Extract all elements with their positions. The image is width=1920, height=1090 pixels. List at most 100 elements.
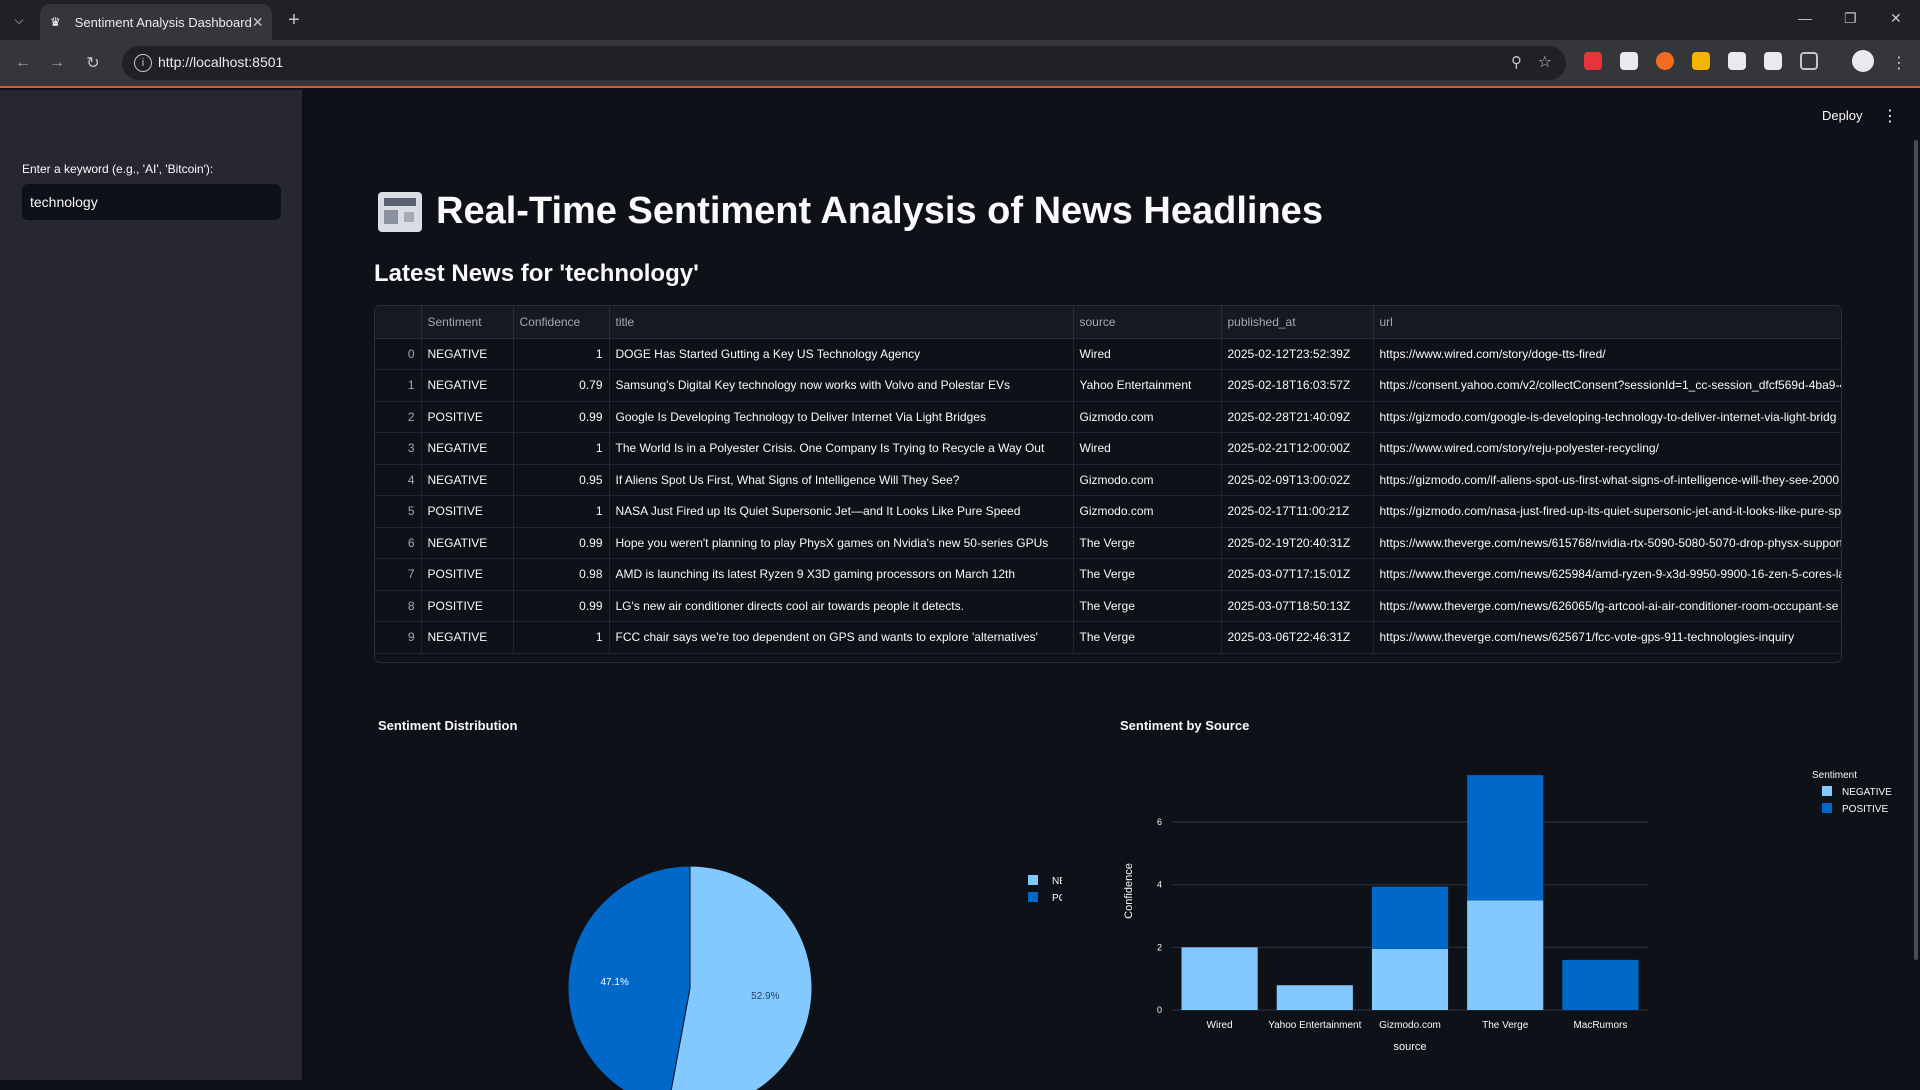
browser-menu-icon[interactable]: ⋮: [1891, 55, 1907, 72]
column-header[interactable]: Confidence: [513, 306, 610, 339]
legend-swatch[interactable]: [1822, 803, 1832, 813]
table-row[interactable]: 9 NEGATIVE 1 FCC chair says we're too depen…: [375, 621, 1841, 654]
table-cell[interactable]: 2025-03-07T18:50:13Z: [1221, 590, 1374, 622]
profile-avatar-icon[interactable]: [1852, 50, 1874, 72]
bar-segment-positive[interactable]: [1467, 775, 1544, 901]
legend-label[interactable]: POSITIVE: [1052, 893, 1062, 904]
table-cell[interactable]: Samsung's Digital Key technology now wor…: [609, 369, 1074, 402]
zoom-icon[interactable]: ⚲: [1511, 54, 1522, 71]
table-cell[interactable]: 0: [375, 338, 422, 370]
table-cell[interactable]: 2025-02-28T21:40:09Z: [1221, 401, 1374, 433]
table-row[interactable]: 0 NEGATIVE 1 DOGE Has Started Gutting a Key…: [375, 338, 1841, 370]
table-row[interactable]: 6 NEGATIVE 0.99 Hope you weren't planning t…: [375, 527, 1841, 559]
table-cell[interactable]: 0.99: [513, 527, 610, 559]
table-cell[interactable]: https://www.theverge.com/news/625671/fcc…: [1373, 621, 1841, 654]
reload-icon[interactable]: ↻: [86, 55, 100, 72]
table-cell[interactable]: 2025-02-21T12:00:00Z: [1221, 432, 1374, 465]
table-cell[interactable]: 7: [375, 558, 422, 591]
table-cell[interactable]: 8: [375, 590, 422, 622]
table-row[interactable]: 3 NEGATIVE 1 The World Is in a Polyester Cr…: [375, 432, 1841, 465]
table-cell[interactable]: The Verge: [1073, 527, 1222, 559]
forward-arrow-icon[interactable]: →: [49, 54, 65, 71]
table-cell[interactable]: 2025-03-06T22:46:31Z: [1221, 621, 1374, 654]
table-cell[interactable]: 2025-03-07T17:15:01Z: [1221, 558, 1374, 591]
table-cell[interactable]: 2025-02-18T16:03:57Z: [1221, 369, 1374, 402]
column-header[interactable]: Sentiment: [421, 306, 514, 339]
table-cell[interactable]: https://www.wired.com/story/reju-polyest…: [1373, 432, 1841, 465]
legend-label[interactable]: NEGATIVE: [1052, 876, 1062, 887]
pie-slice-negative[interactable]: [668, 865, 813, 1090]
column-header[interactable]: title: [609, 306, 1074, 339]
table-cell[interactable]: Hope you weren't planning to play PhysX …: [609, 527, 1074, 559]
bookmark-star-icon[interactable]: ☆: [1537, 54, 1552, 71]
table-cell[interactable]: Gizmodo.com: [1073, 464, 1222, 496]
extension-icon[interactable]: [1692, 52, 1710, 70]
table-cell[interactable]: https://www.theverge.com/news/615768/nvi…: [1373, 527, 1841, 559]
table-cell[interactable]: The World Is in a Polyester Crisis. One …: [609, 432, 1074, 465]
extension-icon[interactable]: [1620, 52, 1638, 70]
table-cell[interactable]: 1: [513, 338, 610, 370]
table-cell[interactable]: The Verge: [1073, 621, 1222, 654]
table-cell[interactable]: NEGATIVE: [421, 432, 514, 465]
table-cell[interactable]: 1: [513, 432, 610, 465]
address-bar[interactable]: i http://localhost:8501 ⚲ ☆: [122, 46, 1566, 80]
extensions-puzzle-icon[interactable]: [1800, 52, 1818, 70]
table-cell[interactable]: FCC chair says we're too dependent on GP…: [609, 621, 1074, 654]
table-cell[interactable]: 1: [375, 369, 422, 402]
table-cell[interactable]: DOGE Has Started Gutting a Key US Techno…: [609, 338, 1074, 370]
table-cell[interactable]: The Verge: [1073, 590, 1222, 622]
column-header[interactable]: published_at: [1221, 306, 1374, 339]
table-cell[interactable]: 2025-02-19T20:40:31Z: [1221, 527, 1374, 559]
site-info-icon[interactable]: i: [134, 54, 152, 72]
extension-icon[interactable]: [1764, 52, 1782, 70]
table-cell[interactable]: NEGATIVE: [421, 369, 514, 402]
close-tab-icon[interactable]: ✕: [251, 13, 264, 30]
bar-segment-positive[interactable]: [1371, 886, 1449, 949]
table-cell[interactable]: NEGATIVE: [421, 464, 514, 496]
table-row[interactable]: 4 NEGATIVE 0.95 If Aliens Spot Us First, Wh…: [375, 464, 1841, 496]
legend-swatch[interactable]: [1028, 875, 1038, 885]
table-cell[interactable]: NASA Just Fired up Its Quiet Supersonic …: [609, 495, 1074, 528]
table-cell[interactable]: 0.95: [513, 464, 610, 496]
table-cell[interactable]: https://consent.yahoo.com/v2/collectCons…: [1373, 369, 1841, 402]
column-header[interactable]: url: [1373, 306, 1841, 339]
main-menu-icon[interactable]: ⋮: [1882, 108, 1898, 125]
table-cell[interactable]: POSITIVE: [421, 590, 514, 622]
restore-icon[interactable]: ❐: [1844, 10, 1857, 26]
deploy-button[interactable]: Deploy: [1822, 108, 1863, 123]
table-cell[interactable]: Wired: [1073, 432, 1222, 465]
new-tab-button[interactable]: +: [288, 8, 300, 31]
extension-icon[interactable]: [1656, 52, 1674, 70]
pie-slice-positive[interactable]: [567, 865, 691, 1090]
table-cell[interactable]: POSITIVE: [421, 495, 514, 528]
table-cell[interactable]: 0.99: [513, 590, 610, 622]
tab-search-chevron-icon[interactable]: ⌵: [14, 12, 24, 27]
column-header[interactable]: [375, 306, 422, 339]
back-arrow-icon[interactable]: ←: [15, 54, 31, 71]
scrollbar[interactable]: [1914, 140, 1918, 960]
table-cell[interactable]: https://www.wired.com/story/doge-tts-fir…: [1373, 338, 1841, 370]
table-cell[interactable]: If Aliens Spot Us First, What Signs of I…: [609, 464, 1074, 496]
table-cell[interactable]: 2025-02-09T13:00:02Z: [1221, 464, 1374, 496]
table-cell[interactable]: https://www.theverge.com/news/626065/lg-…: [1373, 590, 1841, 622]
browser-tab[interactable]: ♛ Sentiment Analysis Dashboard ✕: [40, 4, 272, 40]
bar-segment-positive[interactable]: [1562, 959, 1639, 1010]
legend-label[interactable]: NEGATIVE: [1842, 787, 1892, 798]
table-cell[interactable]: Gizmodo.com: [1073, 401, 1222, 433]
table-cell[interactable]: 2025-02-17T11:00:21Z: [1221, 495, 1374, 528]
table-row[interactable]: 7 POSITIVE 0.98 AMD is launching its latest…: [375, 558, 1841, 591]
table-row[interactable]: 2 POSITIVE 0.99 Google Is Developing Techno…: [375, 401, 1841, 433]
table-cell[interactable]: Wired: [1073, 338, 1222, 370]
table-cell[interactable]: https://www.theverge.com/news/625984/amd…: [1373, 558, 1841, 591]
table-cell[interactable]: Google Is Developing Technology to Deliv…: [609, 401, 1074, 433]
table-cell[interactable]: NEGATIVE: [421, 527, 514, 559]
column-header[interactable]: source: [1073, 306, 1222, 339]
extension-icon[interactable]: [1728, 52, 1746, 70]
table-cell[interactable]: 6: [375, 527, 422, 559]
minimize-icon[interactable]: —: [1798, 10, 1812, 26]
bar-segment-negative[interactable]: [1467, 900, 1544, 1010]
bar-segment-negative[interactable]: [1371, 948, 1449, 1010]
table-cell[interactable]: NEGATIVE: [421, 621, 514, 654]
table-cell[interactable]: The Verge: [1073, 558, 1222, 591]
table-cell[interactable]: LG's new air conditioner directs cool ai…: [609, 590, 1074, 622]
